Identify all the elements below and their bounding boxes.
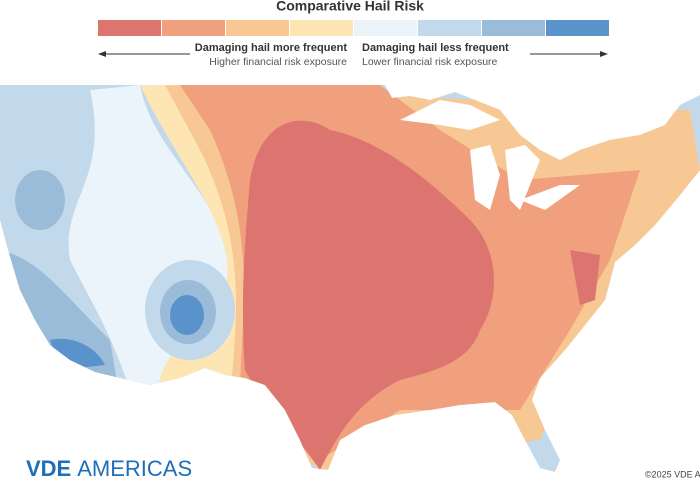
great-lakes: [400, 100, 580, 210]
zone: [15, 170, 65, 230]
less-label: Damaging hail less frequent: [362, 42, 509, 54]
legend-swatch: [482, 20, 545, 36]
legend-swatch: [418, 20, 481, 36]
legend-swatch: [226, 20, 289, 36]
zone: [242, 120, 494, 471]
arrow-head: [600, 51, 608, 57]
legend-swatch: [546, 20, 609, 36]
legend-title: Comparative Hail Risk: [276, 0, 424, 14]
legend-scale: [98, 20, 609, 36]
legend-swatch: [162, 20, 225, 36]
arrow-head: [98, 51, 106, 57]
copyright: ©2025 VDE A: [645, 469, 700, 479]
more-label: Damaging hail more frequent: [195, 42, 348, 54]
brand-light: AMERICAS: [77, 456, 192, 481]
hail-map: [0, 80, 700, 480]
zone: [570, 250, 600, 305]
legend-swatch: [354, 20, 417, 36]
zone: [170, 295, 204, 335]
legend-swatch: [290, 20, 353, 36]
risk-zones: [0, 85, 700, 472]
more-note: Higher financial risk exposure: [209, 56, 347, 68]
brand: VDE AMERICAS: [26, 456, 192, 481]
brand-bold: VDE: [26, 456, 71, 481]
legend-swatch: [98, 20, 161, 36]
less-note: Lower financial risk exposure: [362, 56, 498, 68]
